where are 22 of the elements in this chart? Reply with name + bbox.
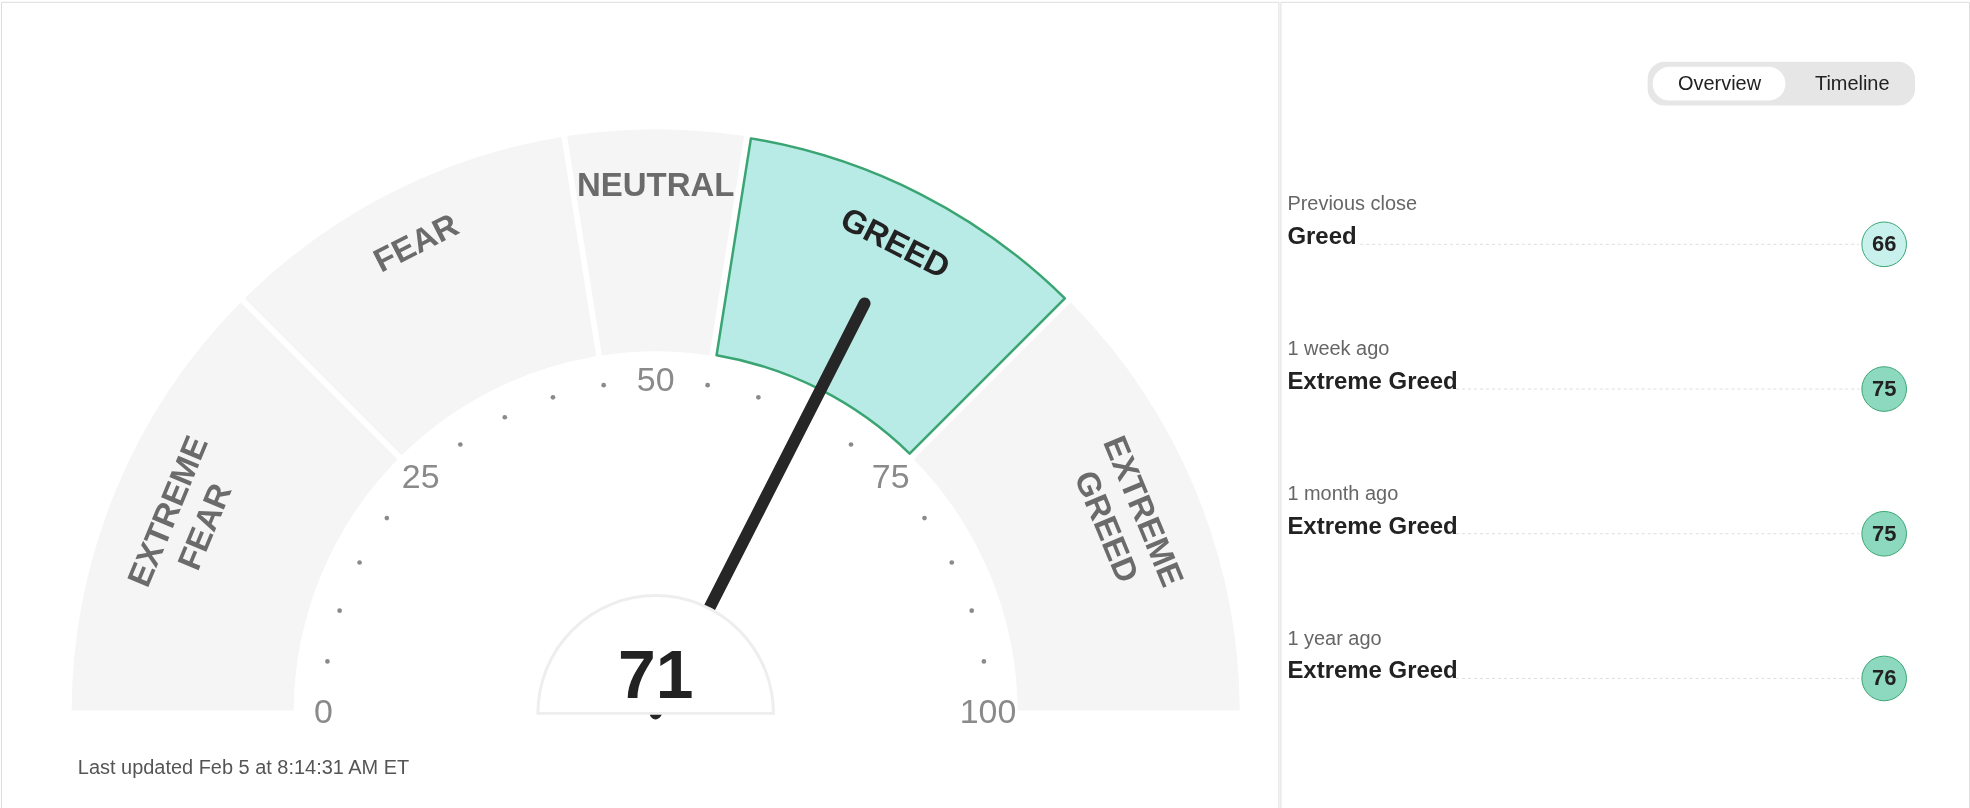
text: Extreme Greed [1287, 511, 1458, 539]
category-label: 1 year ago [1287, 626, 1382, 649]
text: 71 [617, 637, 694, 713]
text: 50 [636, 360, 675, 399]
data-label: 75 [871, 457, 910, 496]
text: Overview [1677, 71, 1762, 94]
text: 75 [1871, 376, 1897, 402]
text: Extreme Greed [1287, 367, 1458, 395]
slice-label: NEUTRAL [577, 166, 735, 204]
data-label: 66 [1871, 231, 1897, 257]
category-label: 1 month ago [1287, 481, 1399, 504]
data-label: 75 [1871, 520, 1897, 546]
category-label: Previous close [1287, 192, 1418, 215]
text: 25 [401, 457, 440, 496]
text: Timeline [1814, 71, 1890, 94]
text: Extreme Greed [1287, 656, 1458, 684]
category-label: 1 week ago [1287, 337, 1390, 360]
text: Last updated Feb 5 at 8:14:31 AM ET [77, 756, 410, 779]
data-label: 76 [1871, 665, 1897, 691]
text: 100 [959, 692, 1017, 731]
text: 0 [313, 692, 333, 731]
text: Greed [1287, 222, 1357, 250]
